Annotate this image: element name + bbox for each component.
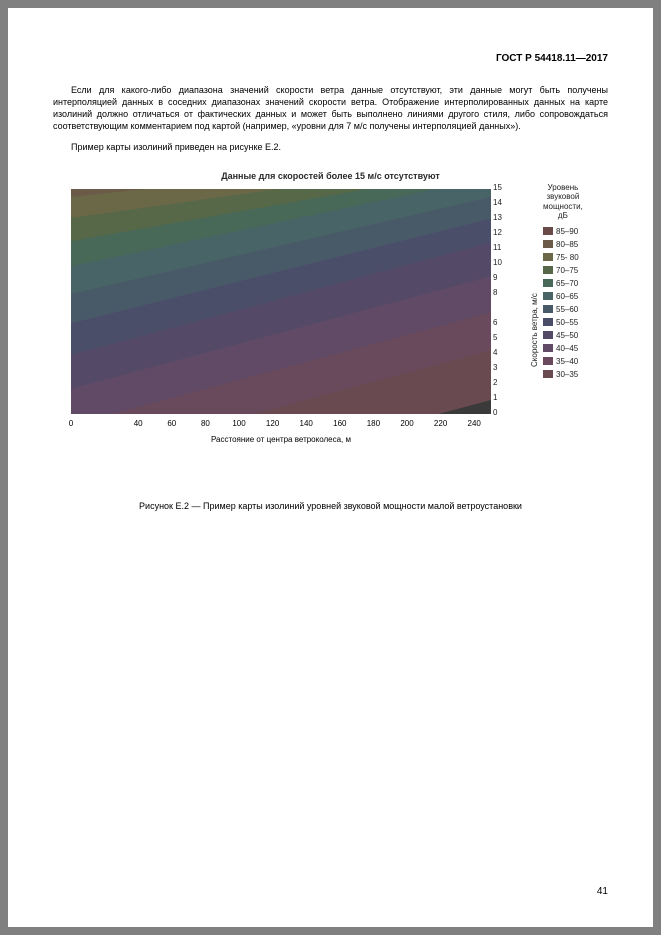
chart-y-tick: 5: [493, 333, 497, 342]
legend-title-l2: звуковой: [546, 192, 579, 201]
legend-label: 30–35: [556, 370, 578, 379]
chart-x-tick: 180: [367, 419, 380, 428]
chart-y-tick: 14: [493, 198, 502, 207]
legend-item: 40–45: [543, 342, 583, 354]
chart-x-tick: 220: [434, 419, 447, 428]
paragraph-2: Пример карты изолиний приведен на рисунк…: [53, 141, 608, 153]
legend-label: 35–40: [556, 357, 578, 366]
chart-title: Данные для скоростей более 15 м/с отсутс…: [53, 171, 608, 181]
legend-label: 80–85: [556, 240, 578, 249]
chart-y-tick: 13: [493, 213, 502, 222]
legend-label: 70–75: [556, 266, 578, 275]
legend-item: 35–40: [543, 355, 583, 367]
chart-y-tick: 4: [493, 348, 497, 357]
page-number: 41: [597, 886, 608, 897]
legend-label: 65–70: [556, 279, 578, 288]
chart-x-axis-label: Расстояние от центра ветроколеса, м: [71, 435, 491, 444]
legend-label: 50–55: [556, 318, 578, 327]
legend-swatch: [543, 370, 553, 378]
legend-swatch: [543, 305, 553, 313]
legend-swatch: [543, 318, 553, 326]
legend-swatch: [543, 266, 553, 274]
legend-swatch: [543, 292, 553, 300]
legend-item: 60–65: [543, 290, 583, 302]
legend-item: 65–70: [543, 277, 583, 289]
chart-y-axis: 151413121110986543210: [493, 187, 519, 417]
legend-item: 80–85: [543, 238, 583, 250]
legend-title-l3: мощности,: [543, 202, 583, 211]
legend-item: 55–60: [543, 303, 583, 315]
legend-item: 70–75: [543, 264, 583, 276]
legend-title-l4: дБ: [558, 211, 568, 220]
chart-y-tick: 12: [493, 228, 502, 237]
legend-swatch: [543, 227, 553, 235]
chart-x-tick: 240: [468, 419, 481, 428]
chart-y-tick: 6: [493, 318, 497, 327]
chart-y-tick: 0: [493, 408, 497, 417]
legend-label: 55–60: [556, 305, 578, 314]
page: ГОСТ Р 54418.11—2017 Если для какого-либ…: [8, 8, 653, 927]
legend-swatch: [543, 357, 553, 365]
legend-swatch: [543, 331, 553, 339]
legend-swatch: [543, 344, 553, 352]
chart-x-tick: 200: [400, 419, 413, 428]
legend-title-l1: Уровень: [547, 183, 578, 192]
chart-x-tick: 100: [232, 419, 245, 428]
legend-label: 45–50: [556, 331, 578, 340]
figure-caption: Рисунок Е.2 — Пример карты изолиний уров…: [53, 501, 608, 511]
isoline-chart: 151413121110986543210 Скорость ветра, м/…: [53, 187, 608, 467]
chart-x-tick: 120: [266, 419, 279, 428]
legend-title: Уровень звуковой мощности, дБ: [543, 183, 583, 221]
chart-x-axis: 0 40 60 80 100 120 140 160 180 200 220 240: [71, 415, 491, 435]
chart-plot-area: [71, 189, 491, 414]
chart-legend: Уровень звуковой мощности, дБ 85–90 80–85…: [543, 183, 583, 381]
legend-item: 75- 80: [543, 251, 583, 263]
chart-y-axis-label: Скорость ветра, м/с: [530, 293, 539, 367]
chart-y-tick: 1: [493, 393, 497, 402]
legend-item: 30–35: [543, 368, 583, 380]
chart-x-tick: 140: [300, 419, 313, 428]
legend-label: 75- 80: [556, 253, 579, 262]
legend-item: 50–55: [543, 316, 583, 328]
legend-item: 45–50: [543, 329, 583, 341]
legend-swatch: [543, 253, 553, 261]
paragraph-1: Если для какого-либо диапазона значений …: [53, 84, 608, 133]
chart-y-tick: 9: [493, 273, 497, 282]
legend-label: 40–45: [556, 344, 578, 353]
chart-x-tick: 80: [201, 419, 210, 428]
paragraph-2-text: Пример карты изолиний приведен на рисунк…: [71, 142, 281, 152]
chart-y-tick: 3: [493, 363, 497, 372]
chart-y-tick: 11: [493, 243, 501, 252]
chart-x-tick: 160: [333, 419, 346, 428]
chart-x-tick: 40: [134, 419, 143, 428]
legend-label: 85–90: [556, 227, 578, 236]
chart-y-tick: 2: [493, 378, 497, 387]
legend-swatch: [543, 279, 553, 287]
chart-y-tick: 15: [493, 183, 502, 192]
legend-item: 85–90: [543, 225, 583, 237]
chart-x-tick: 60: [167, 419, 176, 428]
paragraph-1-text: Если для какого-либо диапазона значений …: [53, 85, 608, 131]
legend-label: 60–65: [556, 292, 578, 301]
chart-y-tick: 10: [493, 258, 502, 267]
chart-x-tick: 0: [69, 419, 73, 428]
document-code: ГОСТ Р 54418.11—2017: [53, 53, 608, 64]
legend-swatch: [543, 240, 553, 248]
chart-y-tick: 8: [493, 288, 497, 297]
